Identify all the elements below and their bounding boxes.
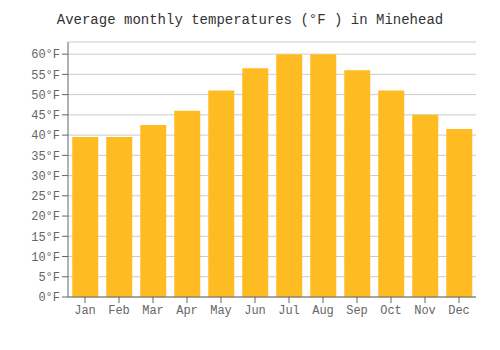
svg-text:May: May bbox=[210, 304, 232, 318]
svg-text:5°F: 5°F bbox=[38, 271, 60, 285]
svg-text:25°F: 25°F bbox=[31, 190, 60, 204]
svg-text:Jul: Jul bbox=[278, 304, 300, 318]
svg-text:10°F: 10°F bbox=[31, 251, 60, 265]
svg-text:Jun: Jun bbox=[244, 304, 266, 318]
svg-text:0°F: 0°F bbox=[38, 291, 60, 305]
svg-text:20°F: 20°F bbox=[31, 210, 60, 224]
svg-text:Jan: Jan bbox=[74, 304, 96, 318]
svg-text:Apr: Apr bbox=[176, 304, 198, 318]
svg-text:30°F: 30°F bbox=[31, 170, 60, 184]
svg-text:Mar: Mar bbox=[142, 304, 164, 318]
svg-text:Feb: Feb bbox=[108, 304, 130, 318]
svg-text:45°F: 45°F bbox=[31, 109, 60, 123]
html-text:Average monthly temperatures (: Average monthly temperatures (°F ) in Mi… bbox=[56, 12, 444, 28]
svg-text:55°F: 55°F bbox=[31, 69, 60, 83]
svg-text:15°F: 15°F bbox=[31, 231, 60, 245]
svg-text:Dec: Dec bbox=[448, 304, 470, 318]
svg-text:50°F: 50°F bbox=[31, 89, 60, 103]
svg-text:60°F: 60°F bbox=[31, 48, 60, 62]
svg-text:Nov: Nov bbox=[414, 304, 436, 318]
svg-text:Sep: Sep bbox=[346, 304, 368, 318]
svg-text:Aug: Aug bbox=[312, 304, 334, 318]
svg-text:Oct: Oct bbox=[380, 304, 402, 318]
svg-text:35°F: 35°F bbox=[31, 150, 60, 164]
svg-text:40°F: 40°F bbox=[31, 129, 60, 143]
